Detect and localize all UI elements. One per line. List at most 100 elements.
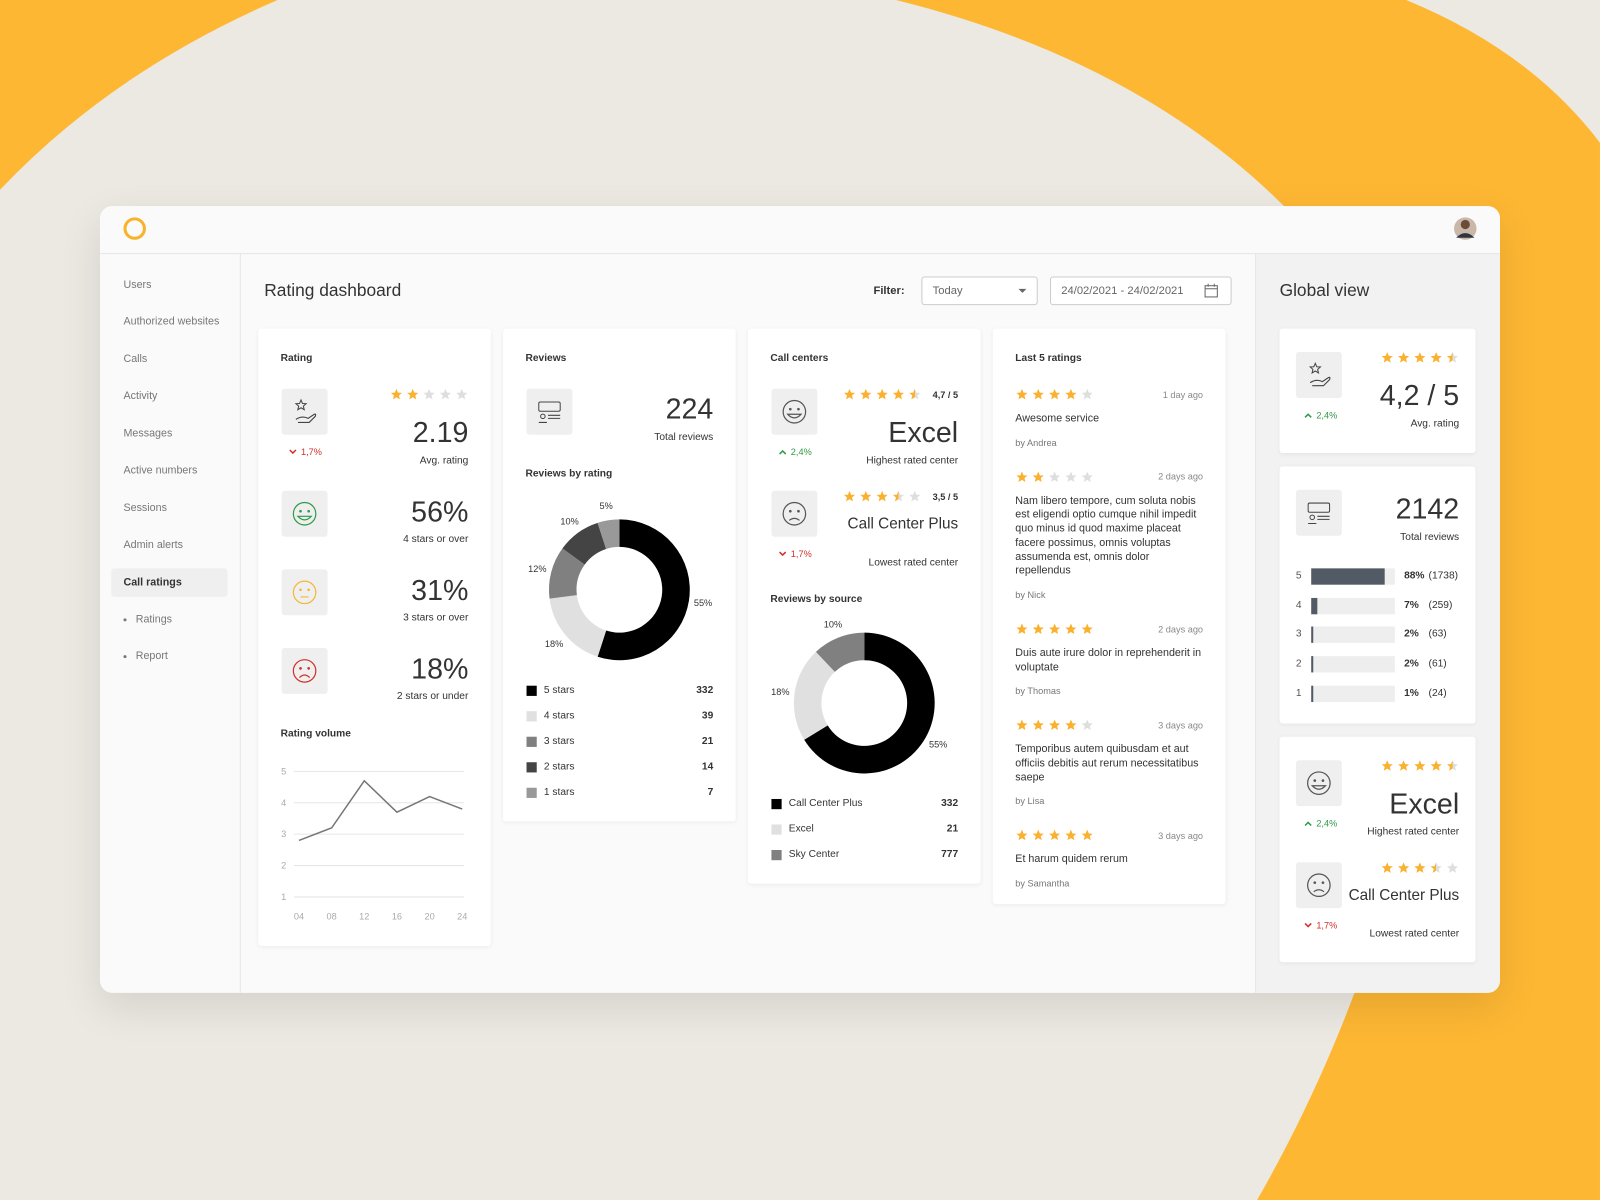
star xyxy=(1065,830,1077,841)
icon-box xyxy=(281,569,328,616)
eye xyxy=(1321,881,1325,884)
share-caption: 4 stars or over xyxy=(403,533,469,545)
bar xyxy=(1311,656,1313,673)
x-tick-label: 08 xyxy=(327,911,337,921)
star-shape xyxy=(892,388,904,400)
trend-arrow xyxy=(289,449,297,455)
trend-value: 1,7% xyxy=(301,446,322,458)
x-tick-label: 24 xyxy=(457,911,467,921)
star-shape xyxy=(1081,471,1093,482)
star-rating xyxy=(843,388,922,401)
star xyxy=(860,490,872,502)
mouth xyxy=(1310,785,1327,790)
star-shape xyxy=(1414,862,1426,873)
face xyxy=(1307,771,1331,795)
star xyxy=(1065,471,1077,482)
face xyxy=(782,501,807,526)
star xyxy=(390,388,402,400)
legend-count: 777 xyxy=(941,848,959,861)
face xyxy=(292,580,317,605)
chart-title: Reviews by source xyxy=(770,593,863,606)
eye xyxy=(1313,881,1317,884)
rating-author: by Nick xyxy=(1015,589,1046,600)
legend-swatch xyxy=(771,798,782,810)
donut-slice xyxy=(597,519,620,550)
rating-time: 3 days ago xyxy=(1158,720,1204,731)
star-shape xyxy=(1398,760,1410,771)
face xyxy=(1307,873,1331,898)
x-tick-label: 16 xyxy=(392,911,402,921)
sidebar-item[interactable]: Users xyxy=(123,278,152,291)
star xyxy=(1381,862,1393,873)
star xyxy=(1081,830,1093,841)
date-range[interactable]: 24/02/2021 - 24/02/2021 xyxy=(1049,276,1232,306)
rating-item: 3 days ago Et harum quidem rerum by Samant… xyxy=(1015,828,1203,890)
icon xyxy=(292,659,317,683)
star-shape xyxy=(1049,719,1061,731)
icon xyxy=(292,580,317,605)
sidebar-item[interactable]: Admin alerts xyxy=(123,538,184,552)
rating-item: 1 day ago Awesome service by Andrea xyxy=(1015,387,1203,449)
donut-slice xyxy=(562,522,607,565)
reviews-card: Reviews 224 Total reviews Reviews by rating… xyxy=(503,328,736,822)
sidebar-item[interactable]: Active numbers xyxy=(123,464,198,477)
bar-percent: 88% xyxy=(1404,570,1425,582)
legend-swatch xyxy=(526,736,537,747)
star-shape xyxy=(909,388,921,400)
star xyxy=(892,490,904,502)
sidebar-item[interactable]: Authorized websites xyxy=(123,315,220,328)
star xyxy=(1016,830,1028,841)
mouth xyxy=(786,413,803,419)
star xyxy=(1430,760,1442,771)
sidebar-item[interactable]: Activity xyxy=(123,389,158,403)
star-shape xyxy=(1032,388,1044,400)
avg-caption: Avg. rating xyxy=(419,455,469,467)
calendar-line xyxy=(1205,283,1218,290)
icon-box xyxy=(281,388,328,435)
global-centers-card: Excel Highest rated center 2,4% Call Center… xyxy=(1279,736,1476,963)
slice-label: 55% xyxy=(694,598,712,608)
trend: 2,4% xyxy=(1304,818,1337,829)
legend-swatch xyxy=(526,685,537,696)
sidebar-item[interactable]: Calls xyxy=(123,352,148,365)
star-shape xyxy=(1016,623,1028,634)
eye xyxy=(788,509,792,513)
star-shape xyxy=(1447,760,1459,771)
level-label: 1 xyxy=(1295,687,1302,699)
trend-value: 2,4% xyxy=(1316,410,1338,421)
star-shape xyxy=(843,490,856,502)
sidebar-subitem[interactable]: Report xyxy=(135,650,168,663)
avg-rating: 2.19 xyxy=(412,416,469,449)
period-select[interactable]: Today xyxy=(921,276,1038,306)
level-label: 2 xyxy=(1295,658,1302,670)
sidebar-item[interactable]: Call ratings xyxy=(123,576,182,589)
bar-percent: 1% xyxy=(1404,687,1419,699)
star-shape xyxy=(1414,760,1426,771)
star xyxy=(1032,830,1044,841)
trend: 2,4% xyxy=(1304,410,1337,420)
slice-label: 10% xyxy=(824,619,842,629)
center-score: 3,5 / 5 xyxy=(932,491,959,502)
x-tick-label: 12 xyxy=(359,911,369,921)
global-avg: 4,2 / 5 xyxy=(1379,379,1460,412)
trend: 2,4% xyxy=(779,447,812,457)
star-shape xyxy=(1016,830,1028,841)
rating-item: 3 days ago Temporibus autem quibusdam et … xyxy=(1015,718,1203,808)
sidebar-item[interactable]: Messages xyxy=(123,427,173,440)
star-shape xyxy=(390,388,402,400)
star xyxy=(1081,719,1093,731)
icon xyxy=(1308,361,1331,387)
sidebar-subitem[interactable]: Ratings xyxy=(135,612,173,626)
legend-label: 2 stars xyxy=(543,761,575,773)
sidebar-item[interactable]: Sessions xyxy=(123,501,167,514)
donut-slice xyxy=(548,548,585,599)
icon-box xyxy=(771,388,818,435)
rating-text: Et harum quidem rerum xyxy=(1015,853,1128,866)
star xyxy=(456,388,468,400)
legend-count: 332 xyxy=(941,797,959,810)
star xyxy=(1414,760,1426,771)
star xyxy=(1049,471,1061,482)
face xyxy=(292,659,317,683)
slice-label: 18% xyxy=(771,687,789,697)
face xyxy=(292,501,317,526)
